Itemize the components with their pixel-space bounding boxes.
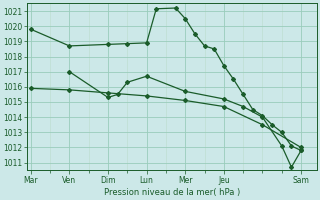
X-axis label: Pression niveau de la mer( hPa ): Pression niveau de la mer( hPa ) (104, 188, 240, 197)
